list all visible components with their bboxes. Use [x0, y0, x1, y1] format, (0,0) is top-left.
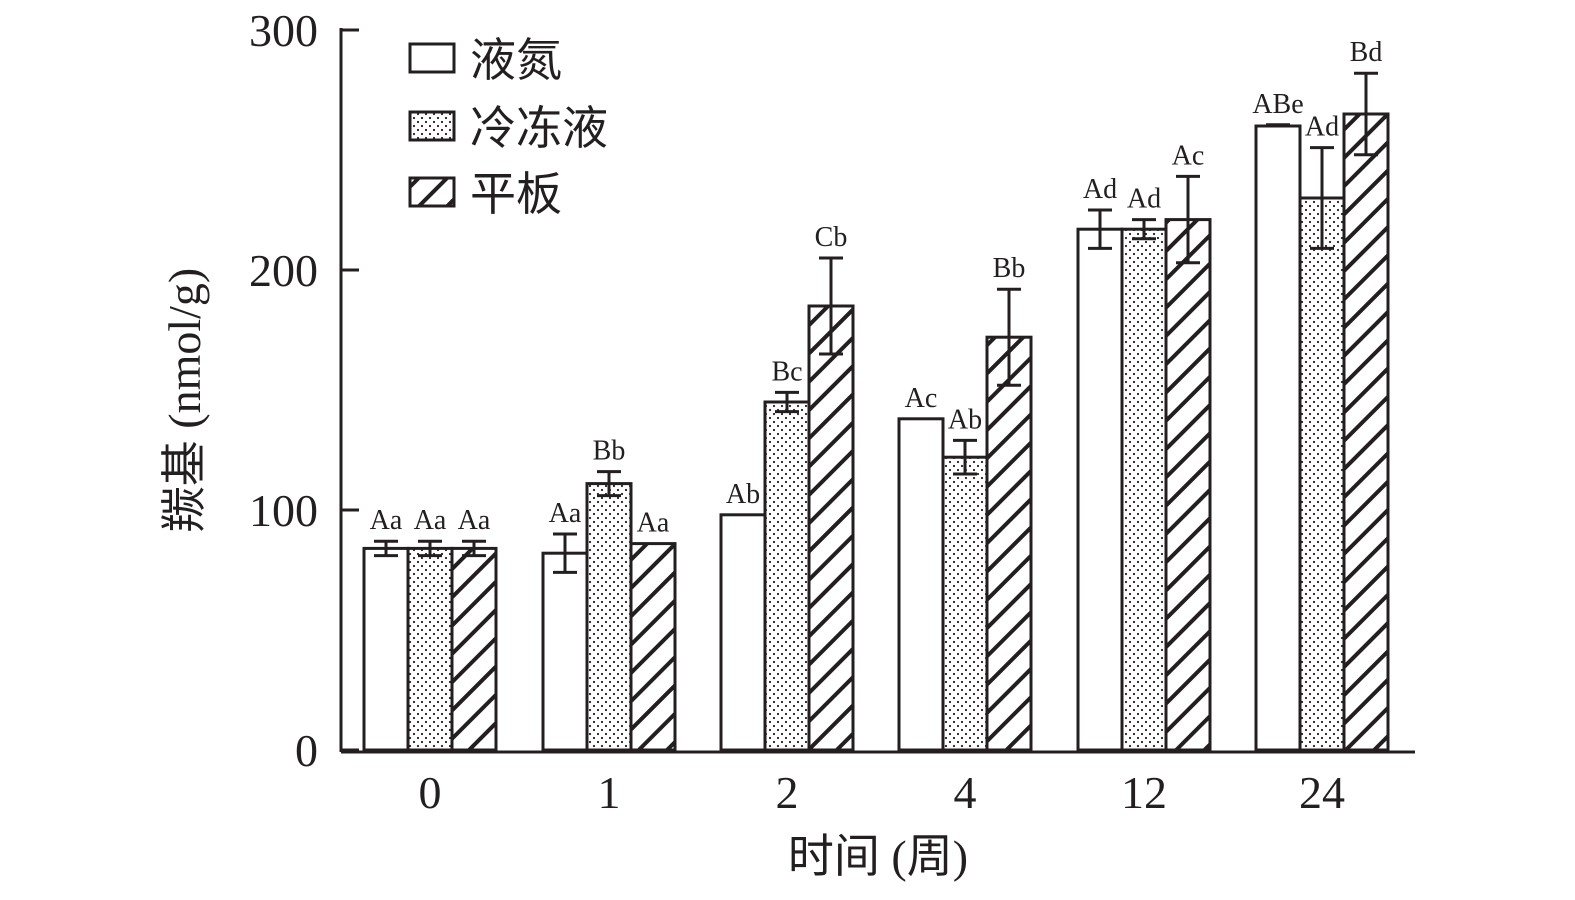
bar-s0-c1 [541, 551, 589, 752]
error-bar-s0-c0 [374, 539, 398, 558]
error-bar-s1-c1 [597, 470, 621, 498]
sig-label-s0-c1: Aa [549, 498, 582, 529]
sig-label-s1-c1: Bb [593, 436, 626, 467]
error-bar-s0-c4 [1088, 208, 1112, 250]
error-bar-s2-c5 [1354, 71, 1378, 157]
x-tick-label-1: 1 [598, 767, 621, 818]
y-tick-label-1: 100 [249, 485, 318, 536]
bar-s0-c4 [1076, 227, 1124, 752]
y-tick-label-3: 300 [249, 5, 318, 56]
legend-swatch-0 [408, 42, 456, 74]
sig-label-s1-c0: Aa [414, 505, 447, 536]
sig-label-s0-c0: Aa [370, 505, 403, 536]
bar-s2-c2 [807, 304, 855, 752]
y-tick-label-0: 0 [295, 725, 318, 776]
x-tick-label-0: 0 [419, 767, 442, 818]
legend: 液氮 冷冻液 平板 [408, 35, 608, 220]
legend-label-0: 液氮 [470, 35, 562, 86]
error-bars-layer [374, 71, 1378, 574]
bar-s1-c1 [585, 482, 633, 752]
bar-s2-c1 [629, 542, 677, 752]
sig-label-s0-c4: Ad [1083, 174, 1117, 205]
error-bar-s1-c4 [1132, 218, 1156, 241]
sig-label-s1-c4: Ad [1127, 184, 1161, 215]
sig-label-s1-c5: Ad [1305, 112, 1339, 143]
bar-s2-c4 [1164, 218, 1212, 752]
sig-label-s1-c2: Bc [771, 356, 802, 387]
bar-s0-c0 [362, 546, 410, 752]
bar-s2-c0 [450, 546, 498, 752]
bar-s2-c5 [1342, 112, 1390, 752]
error-bar-s0-c1 [553, 532, 577, 574]
error-bar-s2-c2 [819, 256, 843, 356]
bar-s1-c4 [1120, 227, 1168, 752]
sig-label-s2-c4: Ac [1172, 140, 1205, 171]
x-tick-label-4: 12 [1121, 767, 1167, 818]
bar-s1-c2 [763, 400, 811, 752]
error-bar-s1-c2 [775, 390, 799, 414]
x-tick-label-3: 4 [954, 767, 977, 818]
sig-label-s2-c5: Bd [1350, 37, 1383, 68]
bar-s1-c3 [941, 455, 989, 752]
y-axis-title: 羰基 (nmol/g) [159, 268, 210, 532]
legend-swatch-1 [408, 110, 456, 142]
error-bar-s1-c5 [1310, 146, 1334, 250]
error-bar-s1-c0 [418, 539, 442, 558]
error-bar-s2-c4 [1176, 174, 1200, 265]
legend-label-2: 平板 [470, 169, 562, 220]
legend-swatch-2 [408, 176, 456, 208]
x-tick-label-2: 2 [776, 767, 799, 818]
sig-label-s0-c5: ABe [1252, 89, 1303, 120]
y-tick-label-2: 200 [249, 245, 318, 296]
sig-label-s0-c2: Ab [726, 479, 760, 510]
bar-s0-c2 [719, 513, 767, 752]
x-ticks: 0 1 2 4 12 24 [419, 767, 1346, 818]
bar-s0-c5 [1254, 124, 1302, 752]
y-ticks: 0 100 200 300 [249, 5, 359, 776]
sig-label-s2-c3: Bb [993, 253, 1026, 284]
axes [339, 28, 1415, 754]
x-axis-title: 时间 (周) [788, 831, 968, 882]
sig-label-s2-c0: Aa [458, 505, 491, 536]
error-bar-s2-c0 [462, 539, 486, 558]
legend-label-1: 冷冻液 [470, 103, 608, 154]
sig-label-s1-c3: Ab [948, 404, 982, 435]
bar-s1-c5 [1298, 196, 1346, 752]
sig-label-s2-c2: Cb [815, 222, 848, 253]
bar-s0-c3 [897, 417, 945, 752]
sig-label-s0-c3: Ac [905, 383, 938, 414]
bar-s2-c3 [985, 335, 1033, 752]
x-tick-label-5: 24 [1299, 767, 1345, 818]
error-bar-s2-c3 [997, 287, 1021, 387]
sig-label-s2-c1: Aa [637, 508, 670, 539]
bar-s1-c0 [406, 546, 454, 752]
error-bar-s1-c3 [953, 438, 977, 476]
